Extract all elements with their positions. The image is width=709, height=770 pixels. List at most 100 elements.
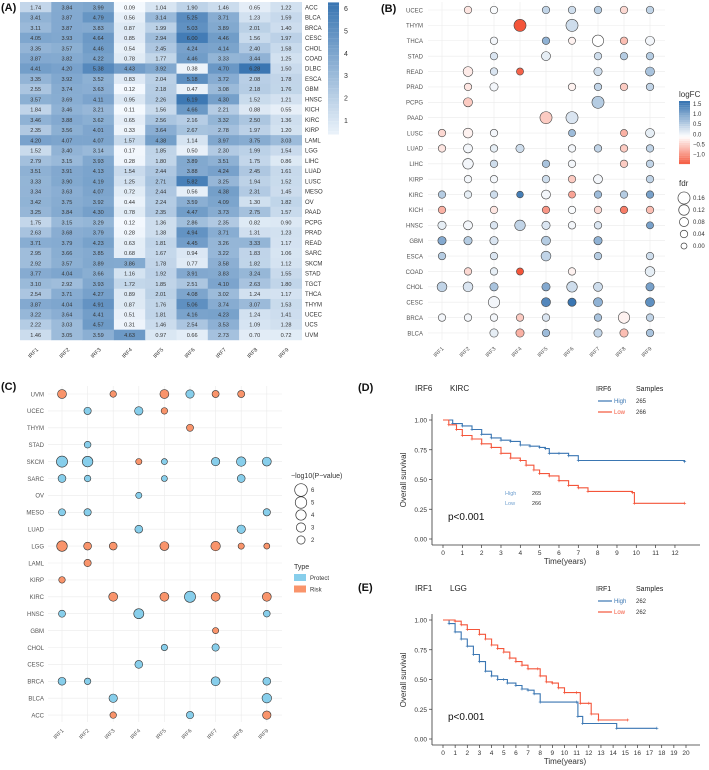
dot-point-protect xyxy=(57,677,67,686)
x-tick-label: IRF7 xyxy=(206,728,219,741)
dot-point xyxy=(568,36,576,45)
heatmap-cell-value: 1.52 xyxy=(30,149,41,155)
heatmap-cell xyxy=(82,94,115,105)
y-tick-label: LUAD xyxy=(28,528,45,534)
dot-point-protect xyxy=(58,609,66,618)
dot-point-protect xyxy=(133,608,145,620)
heatmap-cell xyxy=(20,145,52,156)
heatmap-cell xyxy=(270,124,302,136)
heatmap-cell-value: 2.35 xyxy=(155,210,166,216)
censor-mark xyxy=(489,445,493,449)
heatmap-cell-value: 1.56 xyxy=(155,108,166,114)
censor-mark xyxy=(576,714,580,718)
colorbar-segment xyxy=(328,124,339,128)
heatmap-cell xyxy=(82,237,115,249)
censor-mark xyxy=(567,483,571,487)
heatmap-cell xyxy=(113,155,146,167)
heatmap-cell xyxy=(82,135,115,146)
dot-point xyxy=(567,175,577,184)
heatmap-cell-value: 3.33 xyxy=(30,179,41,185)
dot-point-risk xyxy=(159,541,170,551)
heatmap-cell-value: 3.02 xyxy=(218,292,229,298)
censor-mark xyxy=(557,479,561,483)
dot-point xyxy=(515,313,525,322)
heatmap-cell xyxy=(20,53,52,64)
heatmap-cell-value: 4.16 xyxy=(187,313,198,319)
heatmap-cell xyxy=(176,298,209,310)
heatmap-cell-value: 0.12 xyxy=(124,220,135,226)
heatmap-row-label: LGG xyxy=(305,149,318,155)
dot-point xyxy=(463,97,473,108)
x-tick-label: 1 xyxy=(453,750,457,757)
dot-point xyxy=(516,190,524,199)
y-tick-label: CESC xyxy=(406,301,423,307)
heatmap-cell xyxy=(82,329,115,341)
heatmap-cell xyxy=(113,73,146,85)
y-tick-label: LIHC xyxy=(409,162,423,168)
heatmap-cell xyxy=(145,196,177,208)
x-tick-label: IRF7 xyxy=(589,346,602,359)
heatmap-cell-value: 0.65 xyxy=(124,118,135,124)
heatmap-cell xyxy=(113,227,146,238)
type-legend-label: Risk xyxy=(310,588,323,594)
colorbar-segment xyxy=(679,130,690,133)
heatmap-cell xyxy=(270,176,302,187)
colorbar-tick-label: 0.0 xyxy=(693,132,702,138)
dot-point-protect xyxy=(108,693,118,703)
heatmap-cell-value: 4.46 xyxy=(218,36,229,42)
y-tick-label: PCPG xyxy=(406,101,423,107)
x-tick-label: 14 xyxy=(609,750,617,757)
heatmap-cell xyxy=(239,94,271,105)
censor-mark xyxy=(447,622,451,626)
heatmap-cell xyxy=(207,217,240,228)
colorbar-segment xyxy=(328,2,339,6)
colorbar-segment xyxy=(679,138,690,141)
plot-gene: IRF1 xyxy=(415,584,433,593)
censor-mark xyxy=(490,674,494,678)
y-tick-label: UVM xyxy=(31,392,44,398)
heatmap-row-label: UCEC xyxy=(305,313,323,319)
dot-point xyxy=(437,190,447,199)
heatmap-cell-value: 1.56 xyxy=(249,36,260,42)
heatmap-cell-value: 3.46 xyxy=(30,118,41,124)
colorbar-tick-label: 2 xyxy=(344,96,348,103)
heatmap-cell-value: 3.63 xyxy=(93,87,104,93)
type-legend-label: Protect xyxy=(310,576,329,582)
dot-point xyxy=(593,252,603,261)
y-tick-label: LUAD xyxy=(407,147,424,153)
heatmap-cell-value: 3.93 xyxy=(62,36,73,42)
heatmap-cell-value: 1.23 xyxy=(249,16,260,22)
heatmap-cell xyxy=(270,12,302,23)
colorbar-segment xyxy=(679,161,690,165)
heatmap-cell xyxy=(207,196,240,208)
censor-mark xyxy=(520,687,524,691)
heatmap-cell xyxy=(20,124,52,136)
heatmap-cell-value: 1.17 xyxy=(281,241,292,247)
dot-point xyxy=(644,266,656,277)
heatmap-cell-value: 0.90 xyxy=(281,220,292,226)
y-axis-label: Overall survival xyxy=(399,652,408,707)
legend-title: logFC xyxy=(679,90,701,99)
heatmap-cell xyxy=(145,124,177,136)
panel-label: (C) xyxy=(1,381,17,393)
dot-point xyxy=(645,35,655,46)
heatmap-cell xyxy=(51,165,83,177)
heatmap-row-label: BLCA xyxy=(305,16,321,22)
heatmap-cell xyxy=(176,288,209,300)
dot-point-risk xyxy=(109,711,117,719)
heatmap-cell-value: 0.28 xyxy=(124,159,135,165)
heatmap-cell xyxy=(82,268,115,279)
heatmap-cell-value: 4.63 xyxy=(124,333,135,339)
heatmap-cell xyxy=(176,83,209,95)
colorbar-segment xyxy=(328,38,339,43)
type-legend-swatch xyxy=(294,585,306,593)
heatmap-cell xyxy=(20,114,52,126)
censor-mark xyxy=(557,451,561,455)
heatmap-cell-value: 3.44 xyxy=(249,57,260,63)
size-legend-circle xyxy=(677,191,691,205)
colorbar-segment xyxy=(328,5,339,10)
y-tick-label: THYM xyxy=(27,426,44,432)
heatmap-cell xyxy=(176,2,209,13)
heatmap-cell-value: 4.94 xyxy=(187,231,198,237)
heatmap-cell xyxy=(20,298,52,310)
